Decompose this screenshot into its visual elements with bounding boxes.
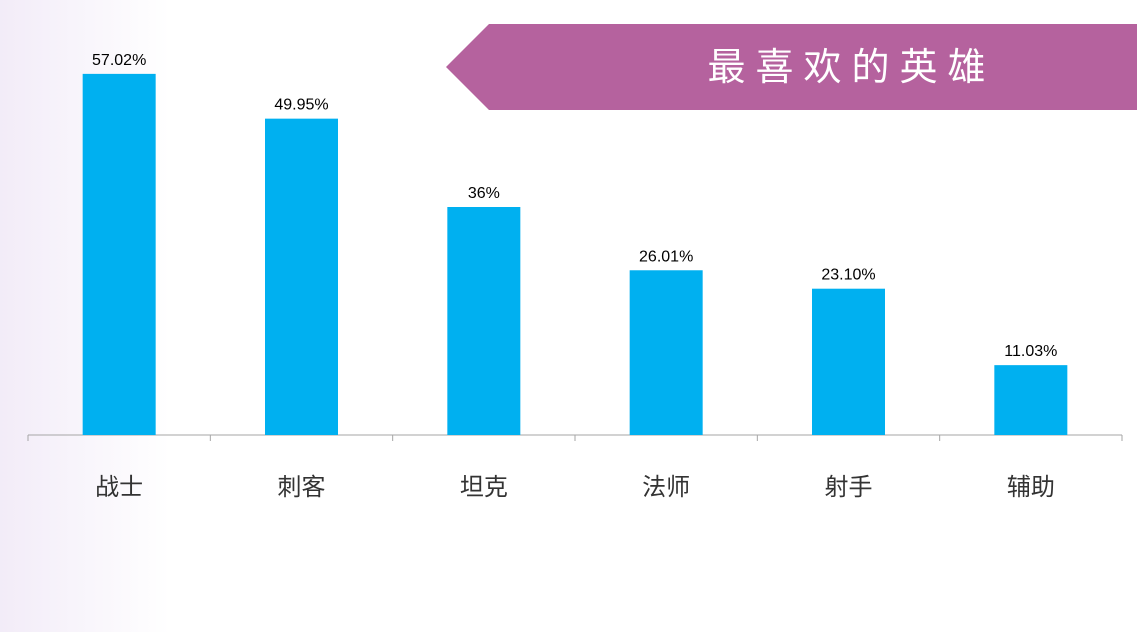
category-label: 坦克 — [460, 473, 508, 501]
bar — [265, 118, 338, 436]
data-label: 23.10% — [821, 267, 875, 284]
bar — [812, 288, 885, 435]
category-label: 刺客 — [278, 473, 326, 501]
bar — [629, 270, 703, 435]
banner-arrow-shape — [446, 24, 1137, 110]
bar — [447, 207, 521, 435]
data-label: 36% — [468, 185, 500, 202]
category-label: 战士 — [95, 473, 143, 501]
title-banner: 最喜欢的英雄 — [446, 24, 1137, 110]
data-label: 26.01% — [639, 248, 693, 265]
data-label: 49.95% — [274, 97, 328, 114]
category-label: 法师 — [642, 473, 690, 501]
category-label: 辅助 — [1007, 473, 1055, 501]
banner-shape — [446, 24, 1137, 110]
data-label: 57.02% — [92, 52, 146, 69]
chart-title: 最喜欢的英雄 — [707, 45, 996, 89]
category-label: 射手 — [825, 473, 873, 501]
bar — [994, 365, 1068, 435]
bar — [82, 73, 156, 435]
data-label: 11.03% — [1004, 343, 1057, 360]
